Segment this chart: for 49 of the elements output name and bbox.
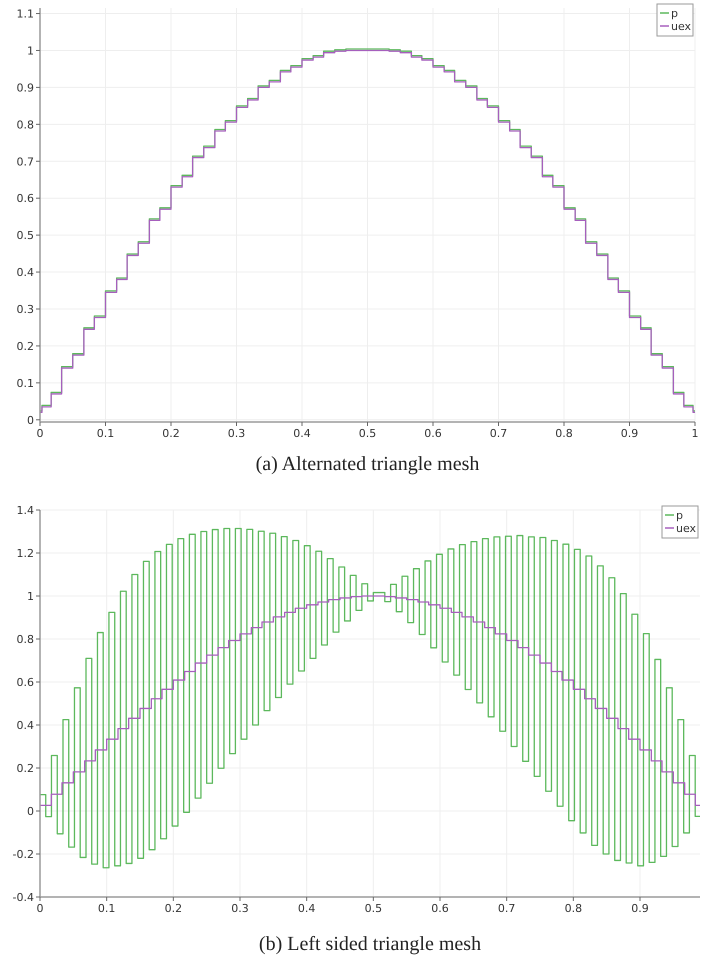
y-tick-label: 1.2 xyxy=(16,547,34,560)
x-tick-label: 0 xyxy=(36,427,44,440)
x-tick-label: 0.7 xyxy=(498,902,516,915)
y-tick-label: 0.6 xyxy=(16,676,34,689)
x-tick-label: 0.6 xyxy=(431,902,449,915)
x-tick-label: 0.3 xyxy=(231,902,249,915)
x-tick-label: 0.5 xyxy=(364,902,382,915)
y-tick-label: 0.2 xyxy=(16,762,34,775)
x-tick-label: 0.2 xyxy=(162,427,180,440)
y-tick-label: 1 xyxy=(27,590,34,603)
legend-label: uex xyxy=(676,522,697,535)
x-tick-label: 1 xyxy=(692,427,698,440)
y-tick-label: 0.8 xyxy=(16,633,34,646)
x-tick-label: 0.9 xyxy=(620,427,638,440)
x-tick-label: 0.6 xyxy=(424,427,442,440)
x-tick-label: 0.1 xyxy=(98,902,116,915)
x-tick-label: 0 xyxy=(36,902,44,915)
x-tick-label: 0.9 xyxy=(631,902,649,915)
x-tick-label: 0.8 xyxy=(564,902,582,915)
text: (a) Alternated triangle mesh xyxy=(256,453,480,475)
x-tick-label: 0.3 xyxy=(228,427,246,440)
y-tick-label: 0 xyxy=(27,414,34,427)
y-tick-label: 0.7 xyxy=(16,155,34,168)
y-tick-label: 0.3 xyxy=(16,302,34,316)
text: (b) Left sided triangle mesh xyxy=(258,933,482,955)
y-tick-label: -0.4 xyxy=(12,891,34,904)
x-tick-label: 0.7 xyxy=(490,427,508,440)
x-tick-label: 0.8 xyxy=(555,427,573,440)
y-tick-label: 0 xyxy=(27,805,34,818)
y-tick-label: 0.4 xyxy=(16,266,34,280)
legend-label: uex xyxy=(671,20,692,33)
y-tick-label: -0.2 xyxy=(12,848,34,861)
y-tick-label: 0.1 xyxy=(16,376,34,390)
y-tick-label: 1 xyxy=(27,44,34,58)
x-tick-label: 0.2 xyxy=(164,902,182,915)
x-tick-label: 0.4 xyxy=(293,427,311,440)
y-tick-label: 0.8 xyxy=(16,118,34,132)
legend-label: p xyxy=(676,509,683,522)
y-tick-label: 0.4 xyxy=(16,719,34,732)
x-tick-label: 0.4 xyxy=(298,902,316,915)
y-tick-label: 1.1 xyxy=(16,8,34,21)
y-tick-label: 0.6 xyxy=(16,192,34,206)
y-tick-label: 1.4 xyxy=(16,504,34,517)
y-tick-label: 0.5 xyxy=(16,229,34,242)
legend-label: p xyxy=(671,7,678,20)
y-tick-label: 0.2 xyxy=(16,340,34,353)
x-tick-label: 0.5 xyxy=(358,427,376,440)
x-tick-label: 0.1 xyxy=(96,427,114,440)
y-tick-label: 0.9 xyxy=(16,81,34,94)
